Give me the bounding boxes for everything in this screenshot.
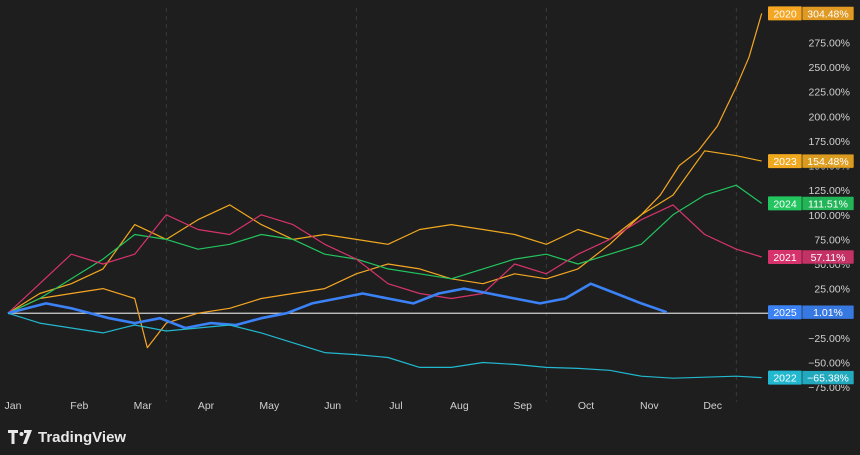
end-label-year: 2022 <box>773 373 797 385</box>
y-axis-ticks: −75.00%−50.00%−25.00%25.00%50.00%75.00%1… <box>808 37 850 394</box>
x-tick-label-oct: Oct <box>578 400 594 412</box>
end-label-year-box <box>768 249 802 264</box>
series-line-2024 <box>7 184 763 314</box>
end-label-year: 2025 <box>773 307 797 319</box>
series-line-2021 <box>7 204 762 314</box>
end-label-value-box <box>801 249 855 265</box>
end-label-2022: 2022 −65.38% <box>768 370 855 385</box>
x-tick-label-feb: Feb <box>70 400 88 412</box>
end-label-value: 304.48% <box>807 8 848 20</box>
end-label-year: 2021 <box>773 252 797 264</box>
end-label-value: 154.48% <box>807 156 848 168</box>
x-tick-label-may: May <box>259 400 280 412</box>
end-label-value: 111.51% <box>808 198 848 210</box>
y-tick-label: 25.00% <box>814 284 850 296</box>
x-tick-label-apr: Apr <box>198 400 215 412</box>
end-label-value-box <box>801 196 855 211</box>
end-label-year-box <box>768 196 802 211</box>
x-tick-label-nov: Nov <box>640 400 659 412</box>
end-label-value: 1.01% <box>813 307 843 319</box>
y-tick-label: 100.00% <box>809 210 850 222</box>
end-label-year: 2024 <box>773 198 797 210</box>
end-label-value-box <box>801 6 855 21</box>
x-tick-label-sep: Sep <box>513 400 532 412</box>
end-label-year-box <box>768 154 802 169</box>
y-tick-label: 175.00% <box>809 136 850 148</box>
series-line-2020 <box>7 13 763 349</box>
end-label-2025: 2025 1.01% <box>768 304 855 320</box>
series-line-2025 <box>7 282 668 330</box>
end-label-value-box <box>801 370 855 385</box>
end-label-2020: 2020 304.48% <box>768 6 855 21</box>
series-line-2022 <box>7 312 762 379</box>
y-tick-label: 225.00% <box>809 87 850 99</box>
series-line-2023 <box>7 150 762 314</box>
y-tick-label: 125.00% <box>809 185 850 197</box>
series-lines <box>7 13 763 379</box>
x-axis-ticks: Jan Feb Mar Apr May Jun Jul Aug Sep Oct Nov Dec <box>5 400 722 412</box>
tradingview-logo[interactable]: TradingView <box>8 426 126 448</box>
x-tick-label-jan: Jan <box>5 400 22 412</box>
end-label-value-box <box>801 304 855 320</box>
end-label-year: 2023 <box>773 156 797 168</box>
y-tick-label: 75.00% <box>814 234 850 246</box>
grid <box>165 8 737 402</box>
end-label-2023: 2023 154.48% <box>768 153 855 169</box>
x-tick-label-jul: Jul <box>389 400 402 412</box>
x-tick-label-dec: Dec <box>703 400 722 412</box>
end-label-year-box <box>768 370 802 385</box>
end-label-year-box <box>768 305 802 320</box>
y-tick-label: 250.00% <box>809 62 850 74</box>
end-label-value: 57.11% <box>811 252 846 264</box>
tradingview-logo-icon <box>8 430 32 444</box>
end-label-value-box <box>801 153 855 169</box>
y-tick-label: −75.00% <box>808 382 850 394</box>
x-tick-label-jun: Jun <box>324 400 341 412</box>
series-end-labels: 2020 304.48% 2023 154.48% 2024 111.51% 2021 57.… <box>768 6 855 385</box>
brand-name: TradingView <box>38 428 127 446</box>
end-label-2021: 2021 57.11% <box>768 249 855 265</box>
end-label-2024: 2024 111.51% <box>768 196 855 211</box>
end-label-value: −65.38% <box>807 373 849 385</box>
y-tick-label: 200.00% <box>809 111 850 123</box>
y-tick-label: 275.00% <box>809 37 850 49</box>
end-label-year: 2020 <box>773 8 797 20</box>
end-label-year-box <box>768 6 802 21</box>
y-tick-label: −50.00% <box>808 357 850 369</box>
y-tick-label: −25.00% <box>808 333 850 345</box>
x-tick-label-mar: Mar <box>134 400 153 412</box>
x-tick-label-aug: Aug <box>450 400 469 412</box>
